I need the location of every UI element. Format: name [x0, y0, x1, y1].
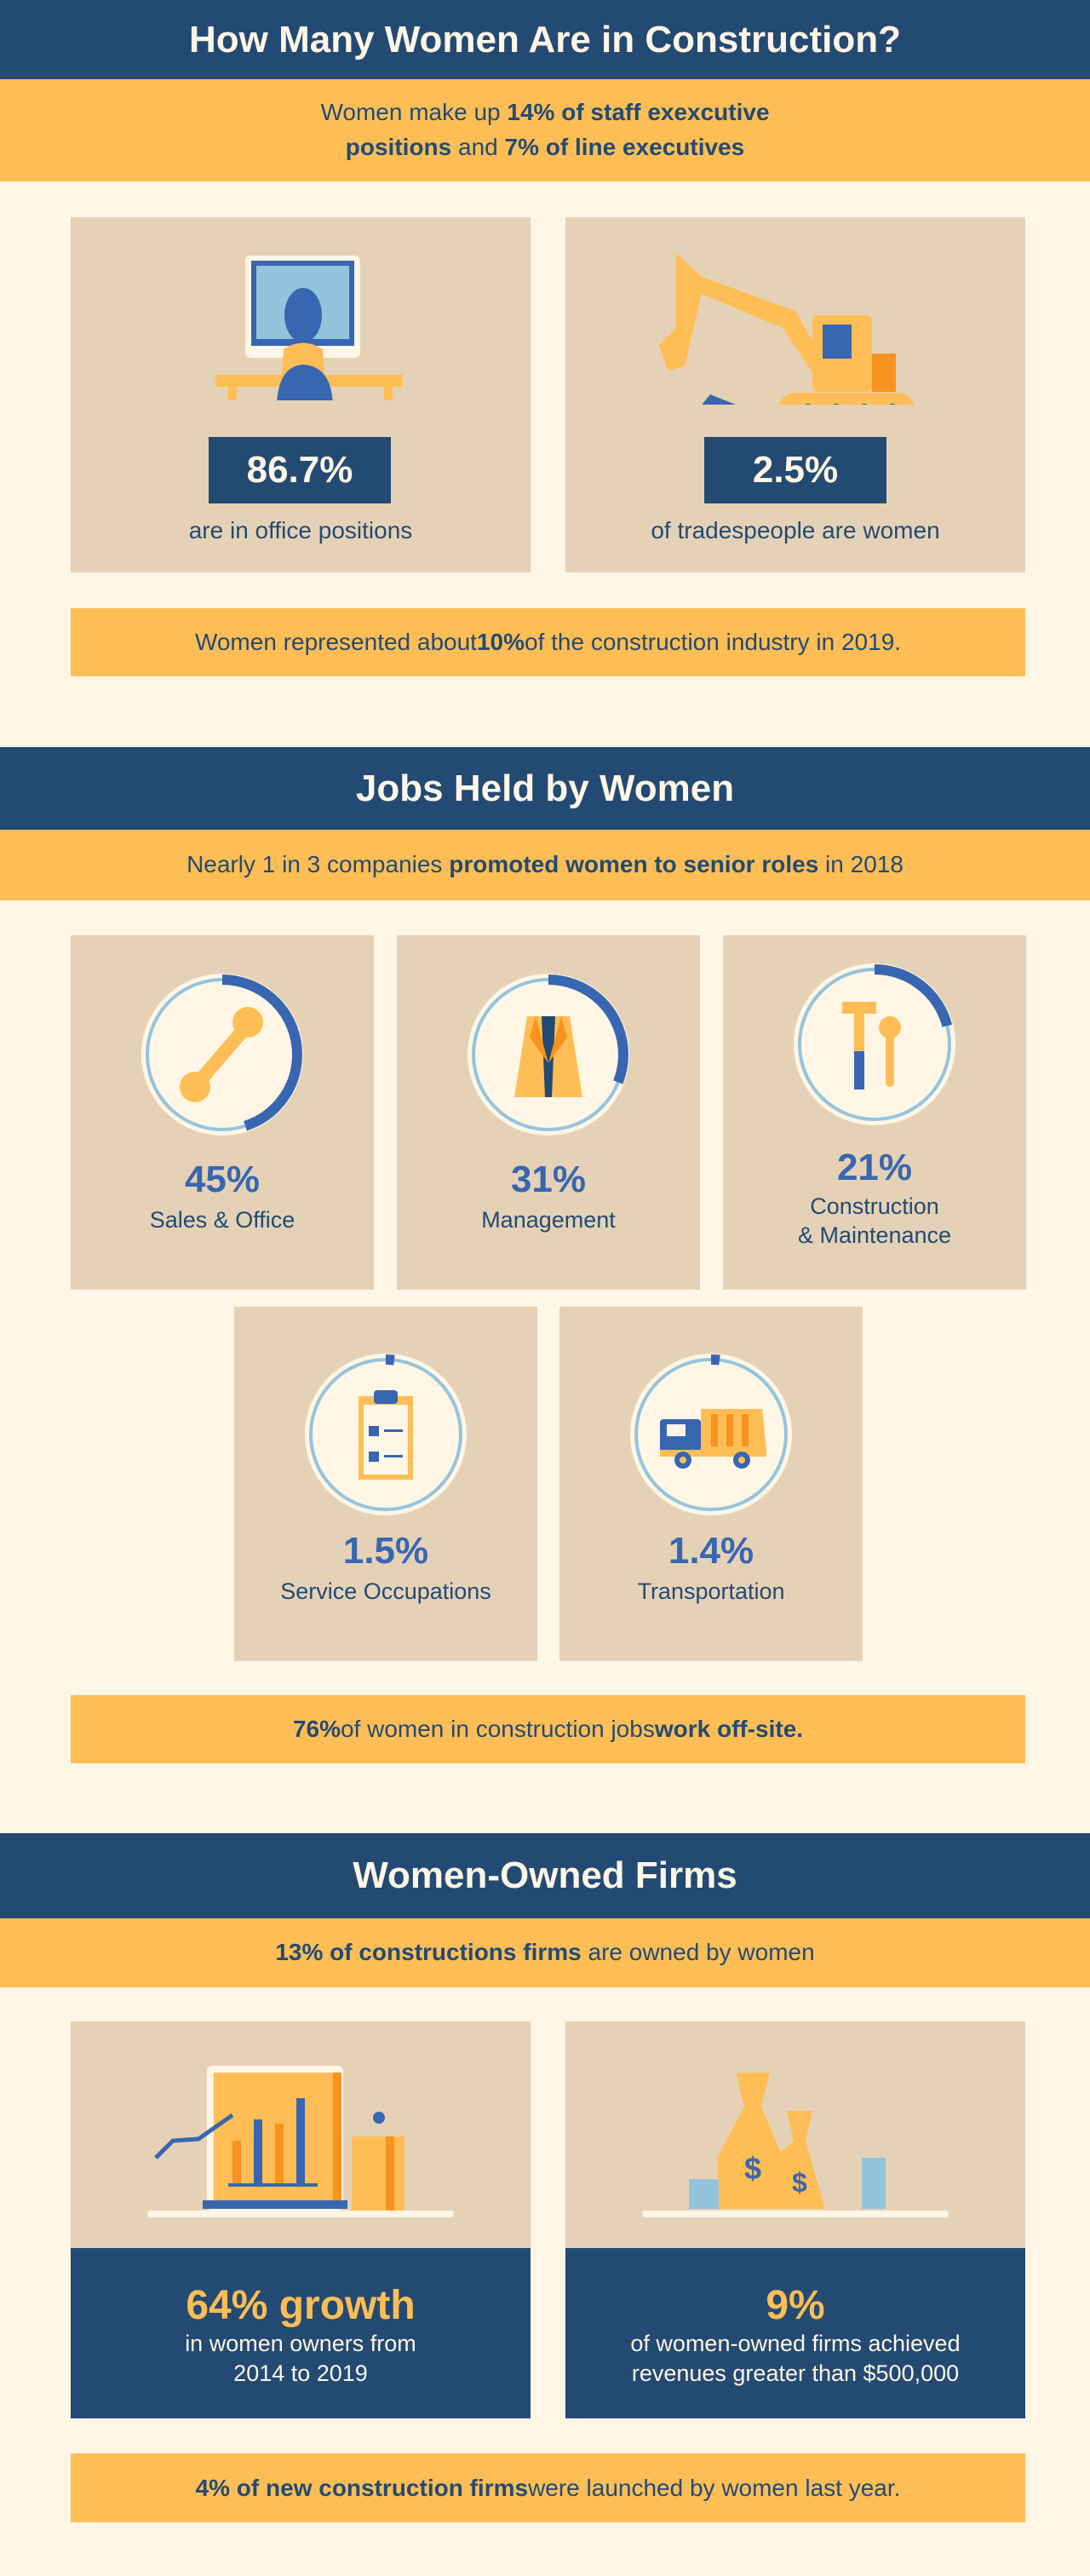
stat-card-office: 86.7% are in office positions [71, 217, 531, 572]
job-label-line2: & Maintenance [797, 1222, 952, 1248]
job-card-management: 31% Management [397, 935, 700, 1290]
stat-value: 2.5% [704, 437, 886, 503]
text: of the construction industry in 2019. [525, 629, 902, 655]
firm-card-growth: 64% growth in women owners from 2014 to … [71, 2021, 531, 2418]
progress-arc [142, 975, 302, 1135]
firm-stat-value: 64% growth [186, 2283, 416, 2328]
presentation-chart-icon [147, 2066, 454, 2217]
section-note: 76% of women in construction jobs work o… [71, 1695, 1025, 1763]
section-subtitle: Nearly 1 in 3 companies promoted women t… [0, 830, 1090, 900]
progress-ring [305, 1354, 467, 1515]
progress-arc [631, 1354, 791, 1515]
excavator-icon [659, 253, 915, 405]
firm-card-revenue: $ $ 9% of women-owned firms achieved rev… [565, 2021, 1025, 2418]
text-bold: 10% [476, 629, 525, 655]
job-percent: 1.4% [668, 1530, 754, 1572]
stat-caption: of tradespeople are women [651, 517, 940, 543]
tools-icon [842, 1002, 901, 1090]
progress-arc [468, 975, 628, 1135]
progress-ring [794, 963, 955, 1125]
job-card-service: 1.5% Service Occupations [234, 1307, 537, 1661]
progress-arc [306, 1354, 466, 1515]
section-title: How Many Women Are in Construction? [0, 0, 1090, 79]
section-subtitle: 13% of constructions firms are owned by … [0, 1918, 1090, 1987]
firm-stat-value: 9% [766, 2283, 825, 2328]
job-percent: 45% [184, 1159, 261, 1200]
text: Women make up [320, 99, 508, 126]
money-bags-icon: $ $ [642, 2073, 949, 2217]
job-card-construction: 21% Construction & Maintenance [723, 935, 1026, 1290]
clipboard-icon [359, 1390, 413, 1480]
section-title: Jobs Held by Women [0, 747, 1090, 830]
firm-stat-panel: 64% growth in women owners from 2014 to … [71, 2248, 531, 2418]
text-bold: 4% of new construction firms [195, 2474, 529, 2501]
text-bold: positions [345, 134, 452, 160]
text: are owned by women [581, 1939, 815, 1966]
svg-text:$: $ [744, 2151, 761, 2186]
progress-ring [141, 974, 303, 1136]
progress-ring [630, 1354, 792, 1515]
text-bold: 14% of staff exexcutive [507, 99, 770, 126]
stat-caption: are in office positions [188, 517, 413, 543]
text-bold: 7% of line executives [504, 134, 745, 160]
text-bold: promoted women to senior roles [449, 851, 819, 878]
stat-card-trades: 2.5% of tradespeople are women [565, 217, 1025, 572]
job-percent: 31% [510, 1159, 587, 1200]
job-card-sales: 45% Sales & Office [71, 935, 374, 1290]
job-label: Construction & Maintenance [723, 1193, 1026, 1251]
section-subtitle: Women make up 14% of staff exexcutive pos… [0, 79, 1090, 181]
firm-stat-line1: of women-owned firms achieved [630, 2331, 961, 2356]
job-percent: 1.5% [342, 1530, 429, 1572]
firm-stat-panel: 9% of women-owned firms achieved revenue… [565, 2248, 1025, 2418]
woman-at-desk-icon [215, 256, 403, 400]
blazer-icon [514, 1016, 582, 1097]
text: of women in construction jobs [340, 1716, 655, 1742]
section-note: 4% of new construction firms were launch… [71, 2453, 1025, 2522]
job-label: Sales & Office [149, 1207, 295, 1233]
job-label: Service Occupations [280, 1578, 491, 1604]
section-note: Women represented about 10% of the const… [71, 608, 1025, 676]
progress-arc [795, 964, 955, 1124]
telephone-icon [180, 1007, 263, 1102]
text: Women represented about [194, 629, 477, 655]
svg-text:$: $ [792, 2167, 807, 2198]
stat-value: 86.7% [209, 437, 391, 503]
text: and [451, 134, 505, 160]
job-label-line1: Construction [810, 1193, 939, 1219]
job-percent: 21% [836, 1147, 913, 1188]
text: in 2018 [818, 851, 904, 878]
text-bold: 76% [292, 1716, 341, 1742]
progress-ring [468, 974, 629, 1136]
job-label: Management [481, 1207, 616, 1233]
text-bold: 13% of constructions firms [275, 1939, 582, 1966]
text-bold: work off-site. [654, 1716, 804, 1742]
job-label: Transportation [637, 1578, 785, 1604]
section-title: Women-Owned Firms [0, 1833, 1090, 1918]
dump-truck-icon [660, 1409, 766, 1469]
text: were launched by women last year. [528, 2474, 901, 2501]
firm-stat-line2: 2014 to 2019 [233, 2360, 368, 2387]
job-card-transportation: 1.4% Transportation [559, 1307, 863, 1661]
text: Nearly 1 in 3 companies [186, 851, 450, 878]
firm-stat-line1: in women owners from [185, 2331, 416, 2356]
firm-stat-line2: revenues greater than $500,000 [631, 2360, 960, 2387]
